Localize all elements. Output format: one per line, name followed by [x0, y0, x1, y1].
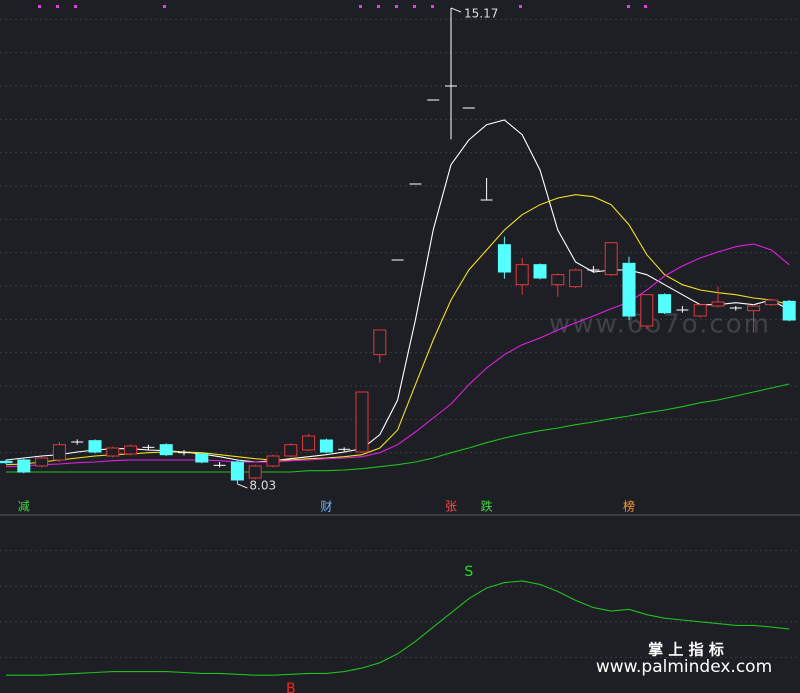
candle-body — [35, 457, 49, 467]
candle-body — [284, 444, 298, 457]
candle-body — [658, 294, 672, 314]
candle-body — [497, 244, 511, 273]
candle-body — [248, 465, 262, 479]
candle-body — [355, 391, 369, 453]
signal: 财 — [320, 500, 332, 514]
line — [5, 119, 790, 463]
signal: 减 — [18, 500, 30, 514]
min-label: 8.03 — [249, 479, 276, 493]
candle-body — [319, 439, 333, 453]
candle-body — [640, 294, 654, 327]
candle-body — [106, 447, 120, 457]
signal: S — [464, 564, 473, 580]
candle-body — [782, 300, 796, 321]
watermark: 掌 上 指 标 — [648, 641, 724, 659]
line — [5, 243, 790, 468]
candle-body — [52, 444, 66, 461]
candle-body — [0, 460, 13, 464]
max-pointer — [450, 7, 462, 13]
candle-body — [515, 264, 529, 286]
watermark: www.6o7o.com — [549, 310, 771, 340]
candle-body — [159, 444, 173, 456]
candle-body — [373, 329, 387, 356]
candle-body — [551, 274, 565, 286]
signal: 榜 — [623, 499, 635, 514]
signal: 跌 — [481, 499, 493, 514]
candle-body — [88, 440, 102, 453]
candle-body — [764, 299, 778, 306]
candle-body — [693, 304, 707, 317]
min-pointer — [237, 483, 248, 489]
line — [6, 580, 790, 676]
watermark: www.palmindex.com — [596, 657, 772, 677]
candle-body — [711, 301, 725, 307]
candle-body — [230, 461, 244, 481]
max-label: 15.17 — [464, 7, 498, 21]
candle-body — [124, 445, 138, 455]
top-dots — [38, 5, 647, 8]
signal: 张 — [445, 500, 457, 514]
candle-body — [266, 455, 280, 467]
candle-body — [533, 264, 547, 279]
candle-body — [604, 242, 618, 276]
candle-body — [622, 262, 636, 317]
candle-body — [17, 459, 31, 473]
candle-body — [747, 305, 761, 312]
line — [6, 383, 790, 473]
candle-body — [195, 453, 209, 463]
signal: B — [286, 681, 296, 693]
candle-body — [569, 269, 583, 288]
candle-body — [302, 435, 316, 451]
